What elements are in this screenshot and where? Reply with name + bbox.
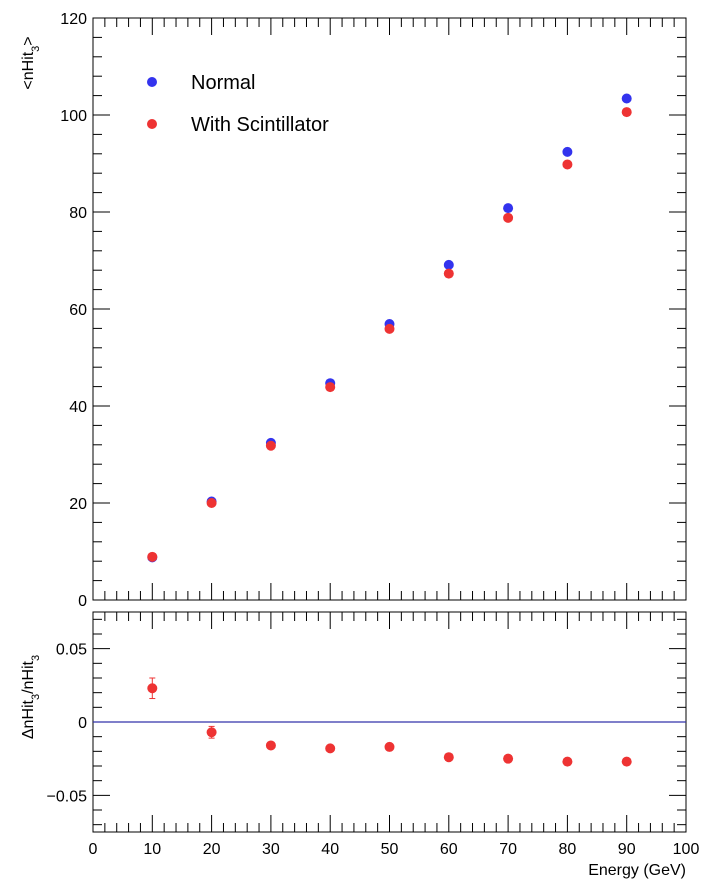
data-point bbox=[265, 740, 276, 751]
x-tick-label: 30 bbox=[262, 841, 280, 858]
x-tick-label: 90 bbox=[618, 841, 636, 858]
data-point bbox=[384, 741, 395, 752]
data-point bbox=[265, 440, 276, 451]
x-tick-label: 0 bbox=[89, 841, 98, 858]
y-tick-label: 80 bbox=[69, 205, 87, 222]
y-tick-label: 0 bbox=[78, 593, 87, 610]
data-point bbox=[562, 159, 573, 170]
data-point bbox=[206, 727, 217, 738]
legend-label: With Scintillator bbox=[191, 114, 329, 136]
series-with-scintillator bbox=[147, 107, 632, 562]
x-tick-label: 10 bbox=[143, 841, 161, 858]
legend-marker bbox=[147, 119, 157, 129]
data-point bbox=[503, 203, 514, 214]
legend-label: Normal bbox=[191, 72, 255, 94]
x-tick-label: 80 bbox=[559, 841, 577, 858]
ratio-series bbox=[147, 677, 632, 767]
legend-marker bbox=[147, 77, 157, 87]
data-point bbox=[147, 683, 158, 694]
data-point bbox=[503, 753, 514, 764]
data-point bbox=[325, 382, 336, 393]
y-tick-label: 40 bbox=[69, 399, 87, 416]
x-axis-title: Energy (GeV) bbox=[588, 862, 686, 879]
data-point bbox=[621, 756, 632, 767]
main-y-axis-title: <nHit3> bbox=[20, 36, 42, 89]
x-tick-label: 20 bbox=[203, 841, 221, 858]
y-tick-label: 100 bbox=[60, 108, 87, 125]
data-point bbox=[562, 146, 573, 157]
x-tick-label: 60 bbox=[440, 841, 458, 858]
data-point bbox=[562, 756, 573, 767]
legend: Normal With Scintillator bbox=[147, 72, 329, 136]
data-point bbox=[384, 323, 395, 334]
ratio-y-axis-title: ΔnHit3/nHit3 bbox=[20, 655, 42, 739]
x-tick-label: 40 bbox=[321, 841, 339, 858]
data-point bbox=[443, 268, 454, 279]
data-point bbox=[621, 93, 632, 104]
data-point bbox=[147, 551, 158, 562]
main-plot-frame bbox=[92, 17, 687, 601]
x-tick-label: 50 bbox=[381, 841, 399, 858]
data-point bbox=[621, 107, 632, 118]
x-tick-label: 100 bbox=[673, 841, 700, 858]
y-tick-label: −0.05 bbox=[47, 788, 88, 805]
x-tick-label: 70 bbox=[499, 841, 517, 858]
y-tick-label: 0 bbox=[78, 715, 87, 732]
data-point bbox=[503, 212, 514, 223]
y-tick-label: 120 bbox=[60, 11, 87, 28]
data-point bbox=[325, 743, 336, 754]
data-point bbox=[443, 259, 454, 270]
y-tick-label: 60 bbox=[69, 302, 87, 319]
data-point bbox=[443, 752, 454, 763]
y-tick-label: 20 bbox=[69, 496, 87, 513]
data-point bbox=[206, 498, 217, 508]
y-tick-label: 0.05 bbox=[56, 642, 87, 659]
